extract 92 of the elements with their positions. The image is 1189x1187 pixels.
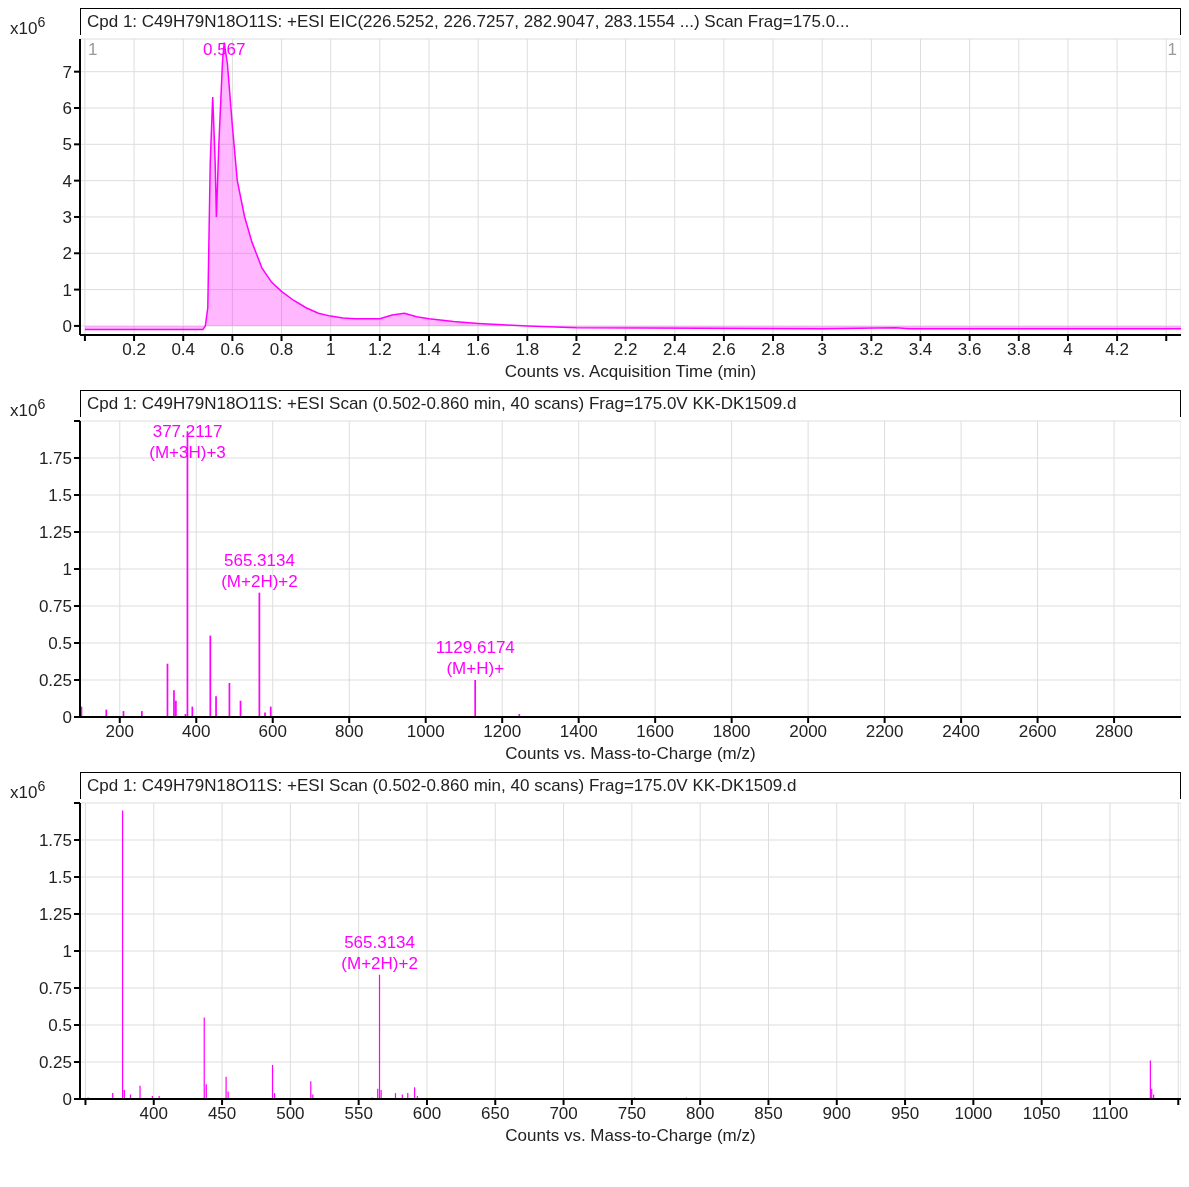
annotation: 1	[1167, 40, 1177, 60]
y-tick-label: 1.75	[38, 831, 72, 851]
x-tick-label: 1600	[636, 722, 675, 742]
y-axis-title: x10$^{6}$	[10, 778, 46, 803]
x-tick-label: 850	[754, 1104, 783, 1124]
x-tick-label: 1	[325, 340, 336, 360]
x-tick-label: 2800	[1095, 722, 1133, 742]
x-tick-label: 1000	[954, 1104, 993, 1124]
y-tick-label: 1.25	[38, 523, 72, 543]
x-axis-title: Counts vs. Mass-to-Charge (m/z)	[505, 744, 756, 763]
x-tick-label: 650	[481, 1104, 510, 1124]
y-axis-title: x10$^{6}$	[10, 396, 46, 421]
x-tick-label: 1000	[406, 722, 445, 742]
y-tick-label: 1.5	[48, 868, 72, 888]
x-tick-label: 700	[549, 1104, 578, 1124]
x-tick-label: 0.2	[122, 340, 146, 360]
x-tick-label: 2.8	[761, 340, 785, 360]
x-tick-label: 0.6	[220, 340, 245, 360]
x-tick-label: 750	[617, 1104, 647, 1124]
x-tick-label: 800	[685, 1104, 715, 1124]
x-tick-label: 950	[890, 1104, 920, 1124]
y-tick-label: 0.25	[38, 671, 72, 691]
x-tick-label: 4	[1063, 340, 1073, 360]
x-tick-label: 2	[571, 340, 582, 360]
x-tick-label: 1.6	[466, 340, 490, 360]
x-tick-label: 2.4	[662, 340, 687, 360]
y-tick-label: 6	[62, 99, 72, 119]
x-tick-label: 1050	[1022, 1104, 1061, 1124]
x-tick-label: 600	[258, 722, 287, 742]
x-axis-title: Counts vs. Acquisition Time (min)	[504, 362, 757, 381]
x-tick-label: 1800	[712, 722, 751, 742]
x-tick-label: 1400	[559, 722, 598, 742]
y-tick-label: 1	[62, 280, 72, 300]
y-axis-title: x10$^{6}$	[10, 14, 46, 39]
x-tick-label: 3.8	[1006, 340, 1031, 360]
annotation: (M+H)+	[446, 659, 505, 678]
y-tick-label: 0	[62, 316, 72, 336]
y-tick-label: 3	[62, 208, 72, 227]
x-tick-label: 3.6	[957, 340, 982, 360]
annotation: (M+2H)+2	[221, 571, 298, 591]
x-tick-label: 1.8	[515, 340, 540, 360]
x-tick-label: 2400	[942, 722, 981, 742]
x-tick-label: 3	[817, 340, 827, 360]
x-tick-label: 900	[822, 1104, 851, 1124]
annotation: 565.3134	[224, 550, 295, 570]
annotation: (M+2H)+2	[341, 953, 418, 973]
y-tick-label: 0	[62, 708, 72, 728]
y-tick-label: 0.25	[38, 1053, 72, 1073]
y-tick-label: 5	[62, 135, 72, 155]
x-tick-label: 1.2	[368, 340, 392, 360]
y-tick-label: 0.75	[38, 979, 72, 999]
x-tick-label: 200	[105, 722, 134, 742]
y-tick-label: 0.75	[38, 597, 72, 617]
x-tick-label: 500	[276, 1104, 305, 1124]
y-tick-label: 1	[62, 560, 72, 580]
x-tick-label: 600	[412, 1104, 442, 1124]
x-tick-label: 450	[207, 1104, 237, 1124]
x-tick-label: 2.6	[712, 340, 736, 360]
x-tick-label: 800	[335, 722, 364, 742]
x-tick-label: 1.4	[417, 340, 441, 360]
annotation: 377.2117	[152, 422, 223, 441]
x-tick-label: 2200	[865, 722, 904, 742]
x-tick-label: 0.4	[171, 340, 196, 360]
y-tick-label: 4	[62, 171, 72, 191]
y-tick-label: 1.75	[38, 449, 72, 469]
x-tick-label: 4.2	[1105, 340, 1129, 360]
x-tick-label: 2.2	[613, 340, 638, 360]
chart-title: Cpd 1: C49H79N18O11S: +ESI EIC(226.5252, 226.7257, 282.9047, 283.1554 ...) Scan Frag=175.0...	[80, 8, 1181, 35]
x-tick-label: 2000	[789, 722, 828, 742]
y-tick-label: 7	[62, 62, 72, 82]
y-tick-label: 1.5	[48, 486, 72, 506]
x-tick-label: 0.8	[269, 340, 294, 360]
x-tick-label: 3.4	[908, 340, 933, 360]
y-tick-label: 1	[62, 942, 72, 962]
y-tick-label: 0.5	[48, 634, 72, 654]
x-tick-label: 550	[344, 1104, 373, 1124]
x-tick-label: 1200	[483, 722, 522, 742]
annotation: 1129.6174	[435, 638, 515, 657]
y-tick-label: 0.5	[48, 1016, 72, 1036]
x-tick-label: 400	[182, 722, 211, 742]
annotation: 1	[88, 40, 98, 60]
annotation: 565.3134	[344, 932, 416, 952]
y-tick-label: 0	[62, 1090, 72, 1110]
y-tick-label: 2	[62, 244, 72, 264]
chart-title: Cpd 1: C49H79N18O11S: +ESI Scan (0.502-0.860 min, 40 scans) Frag=175.0V KK-DK1509.d	[80, 390, 1181, 417]
x-tick-label: 400	[139, 1104, 168, 1124]
x-tick-label: 1100	[1091, 1104, 1129, 1124]
x-tick-label: 2600	[1018, 722, 1057, 742]
y-tick-label: 1.25	[38, 905, 72, 925]
x-tick-label: 3.2	[859, 340, 884, 360]
x-axis-title: Counts vs. Mass-to-Charge (m/z)	[505, 1126, 756, 1145]
chart-title: Cpd 1: C49H79N18O11S: +ESI Scan (0.502-0.860 min, 40 scans) Frag=175.0V KK-DK1509.d	[80, 772, 1181, 799]
